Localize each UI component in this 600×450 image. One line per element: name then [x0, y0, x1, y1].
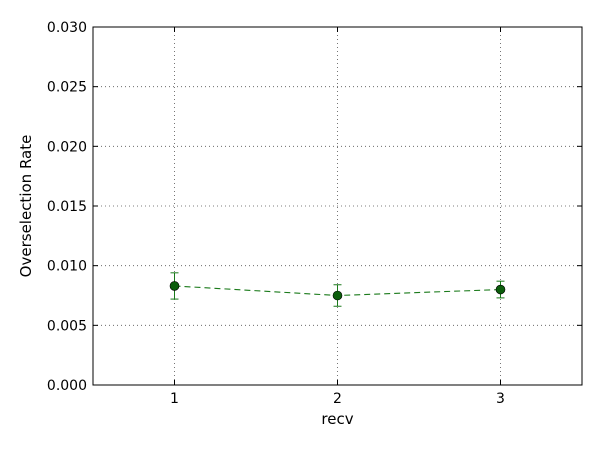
y-tick-label: 0.010 — [47, 259, 87, 275]
x-tick-label: 3 — [496, 391, 505, 407]
series-layer — [169, 272, 506, 307]
y-tick-label: 0.030 — [47, 20, 87, 36]
x-tick-label: 2 — [333, 391, 342, 407]
y-tick-label: 0.015 — [47, 199, 87, 215]
ticks: 1 2 3 0.000 0.005 0.010 0.015 0.020 0.025 0.030 — [47, 20, 582, 407]
y-tick-label: 0.000 — [47, 378, 87, 394]
y-tick-label: 0.005 — [47, 318, 87, 334]
x-tick-label: 1 — [170, 391, 179, 407]
y-axis-label: Overselection Rate — [17, 135, 35, 278]
grid — [93, 27, 582, 385]
x-axis-label: recv — [321, 410, 353, 428]
y-tick-label: 0.025 — [47, 80, 87, 96]
data-point — [495, 284, 506, 295]
data-point — [332, 290, 343, 301]
data-point — [169, 281, 180, 291]
y-tick-label: 0.020 — [47, 139, 87, 155]
